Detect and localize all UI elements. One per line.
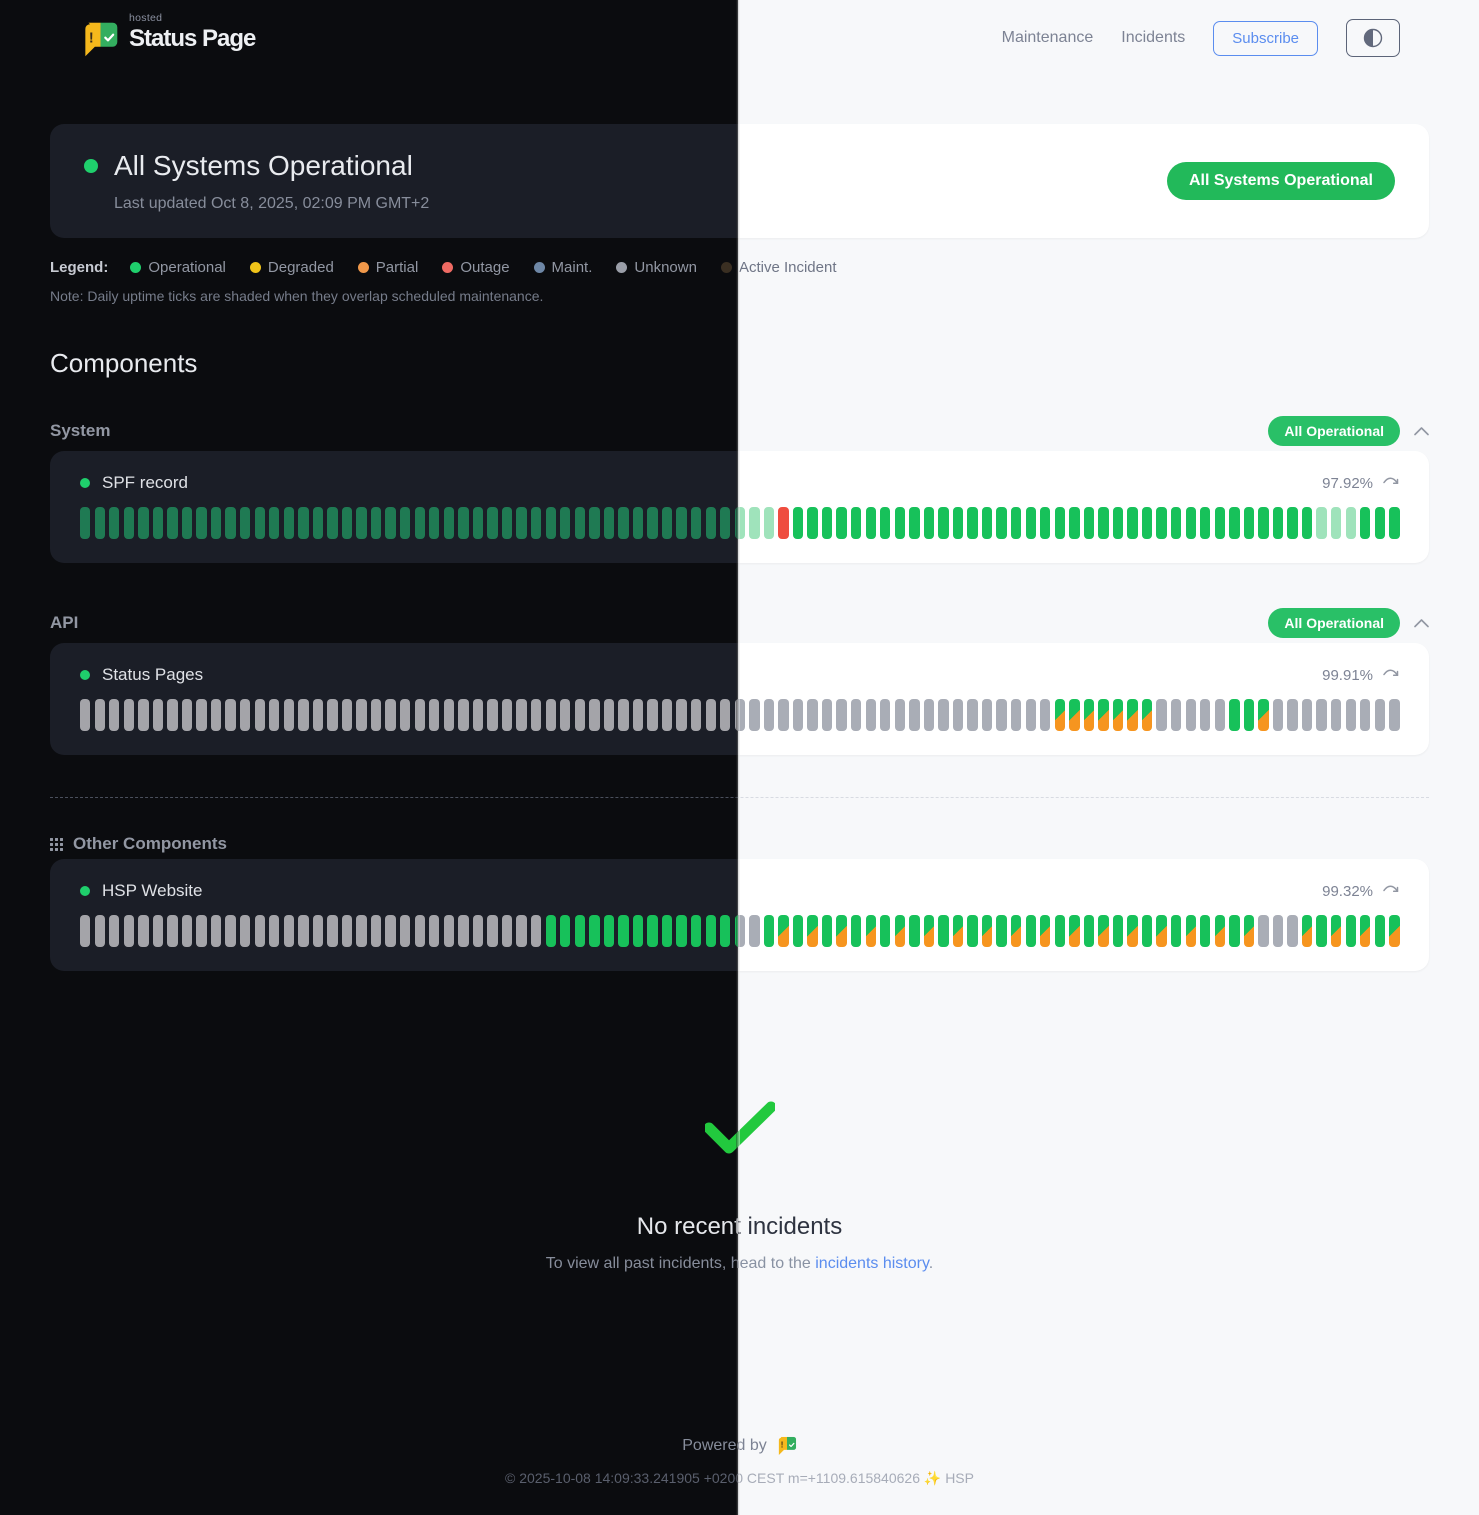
svg-text:!: !: [780, 1441, 783, 1450]
svg-text:!: !: [89, 31, 94, 47]
